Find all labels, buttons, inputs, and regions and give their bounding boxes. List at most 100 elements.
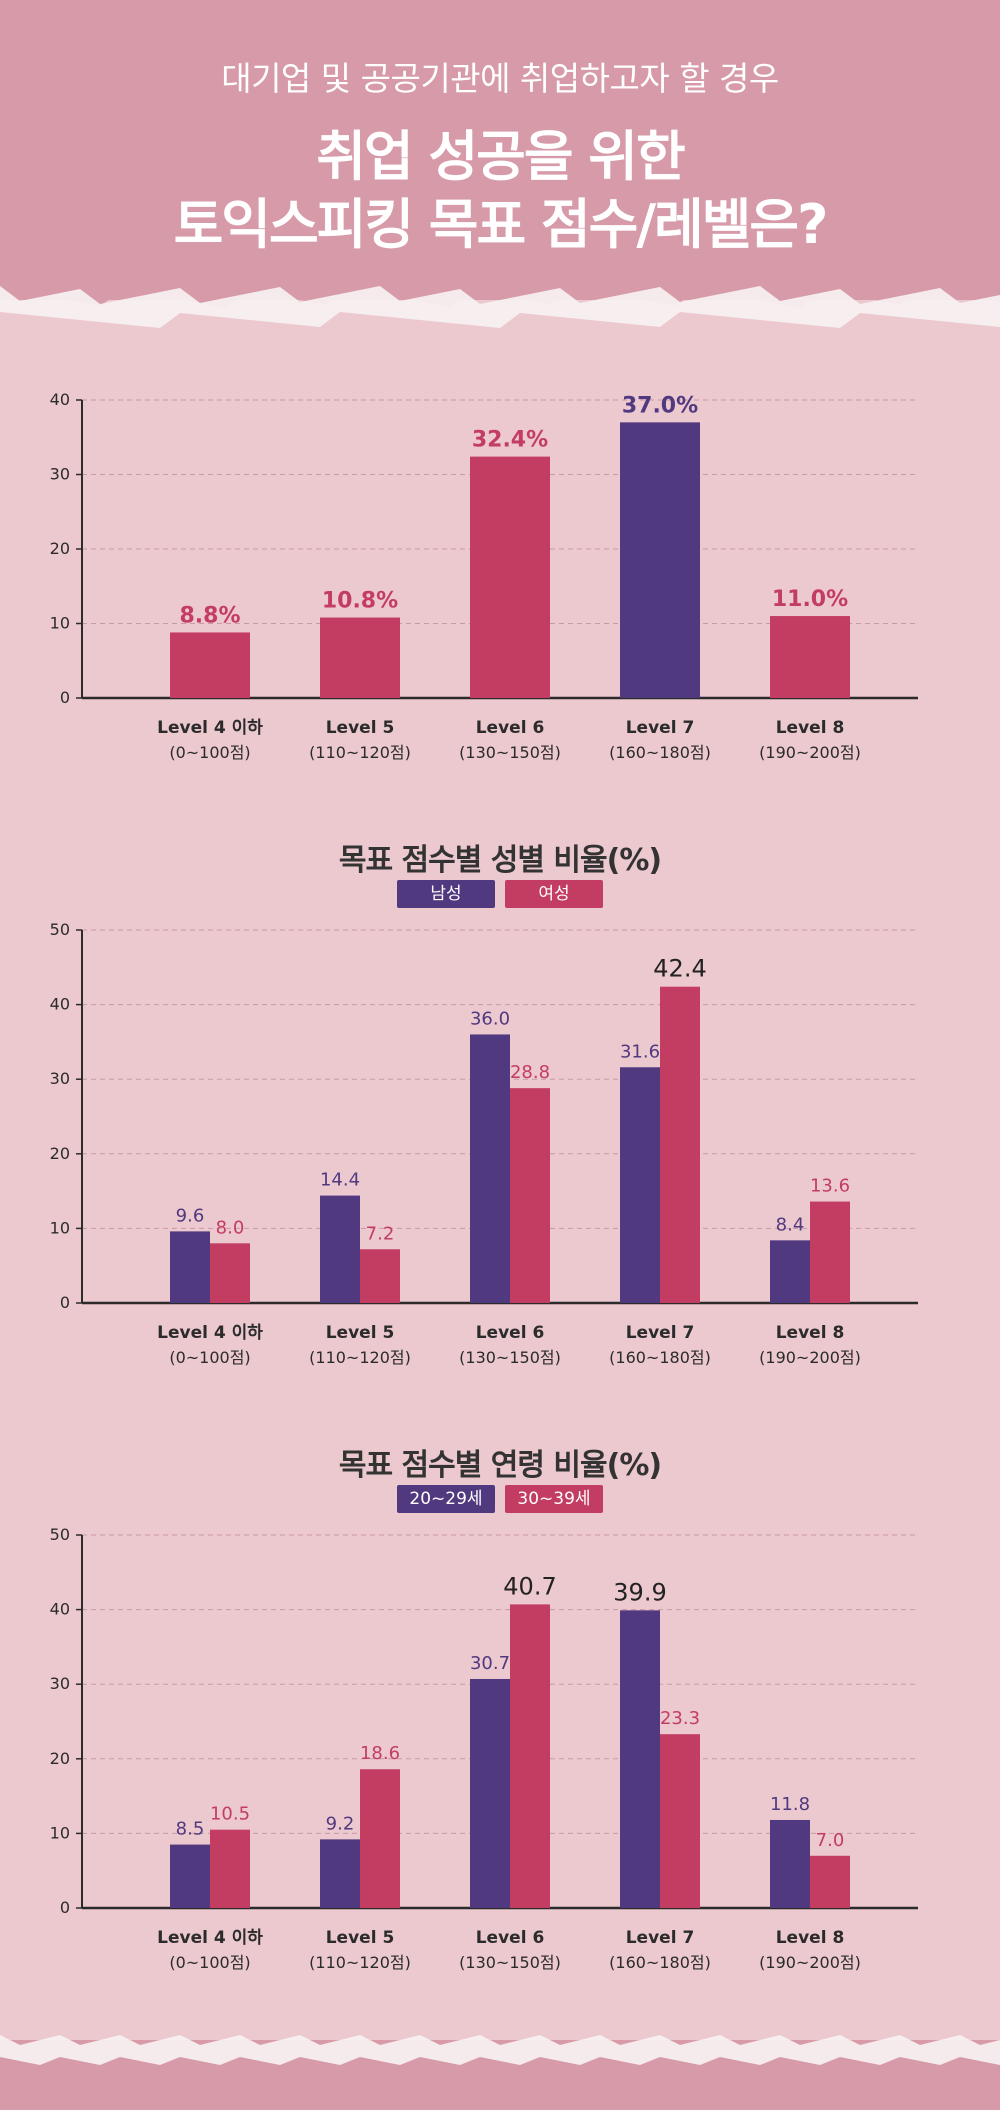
gender-chart-title: 목표 점수별 성별 비율(%) [338,843,662,878]
data-label: 13.6 [810,1176,850,1197]
y-tick-label: 10 [50,1218,70,1237]
x-category-label: Level 4 이하 [157,1323,263,1343]
data-label: 10.8% [322,589,398,614]
bar [470,456,550,698]
torn-edge-header [0,272,1000,308]
bar [320,1839,360,1908]
y-tick-label: 20 [50,1749,70,1768]
bar [210,1829,250,1908]
x-category-label: Level 7 [626,1323,695,1343]
data-label: 28.8 [510,1062,550,1083]
bar [810,1855,850,1908]
bar [620,1067,660,1303]
y-tick-label: 50 [50,1525,70,1544]
y-tick-label: 40 [50,390,70,409]
y-tick-label: 30 [50,1069,70,1088]
x-category-label: Level 5 [326,1928,395,1948]
torn-paper-bottom [0,2035,1000,2065]
gender-bar-chart: 0 10 20 30 40 50 9.6 14.4 36.0 31.6 8.4 8.0 7.2 28.8 4… [50,920,918,1367]
header-title-line2: 토익스피킹 목표 점수/레벨은? [173,193,829,256]
y-tick-label: 50 [50,920,70,939]
x-category-range: (130~150점) [459,1348,561,1367]
data-label: 40.7 [503,1572,556,1600]
x-category-label: Level 5 [326,718,395,738]
x-category-range: (160~180점) [609,1348,711,1367]
x-category-range: (160~180점) [609,743,711,762]
header-banner: 대기업 및 공공기관에 취업하고자 할 경우 취업 성공을 위한 토익스피킹 목… [0,0,1000,300]
bar [470,1678,510,1908]
age-chart-title: 목표 점수별 연령 비율(%) [338,1448,662,1483]
bar [770,616,850,698]
x-category-range: (190~200점) [759,1953,861,1972]
x-category-range: (190~200점) [759,1348,861,1367]
header-title-line1: 취업 성공을 위한 [316,125,685,188]
data-label: 8.5 [176,1819,205,1840]
y-tick-label: 0 [60,1898,70,1917]
x-category-label: Level 7 [626,718,695,738]
legend-female: 여성 [505,880,603,908]
torn-edge-footer [0,2035,1000,2065]
data-label: 23.3 [660,1708,700,1729]
bar [320,617,400,698]
bar [620,422,700,698]
bar [320,1195,360,1303]
x-category-range: (0~100점) [169,1348,250,1367]
torn-edge-paper [0,282,1000,328]
bar [170,1231,210,1303]
torn-paper-top [0,272,1000,328]
x-category-range: (160~180점) [609,1953,711,1972]
bar [770,1240,810,1303]
y-tick-label: 20 [50,539,70,558]
y-tick-label: 10 [50,1823,70,1842]
x-category-range: (110~120점) [309,1953,411,1972]
data-label: 39.9 [613,1578,666,1606]
header-subtitle: 대기업 및 공공기관에 취업하고자 할 경우 [221,59,779,98]
data-label: 8.0 [216,1217,245,1238]
bar [770,1819,810,1908]
bar [620,1610,660,1908]
data-label: 36.0 [470,1008,510,1029]
bar [510,1088,550,1303]
age-bar-chart: 0 10 20 30 40 50 8.5 9.2 30.7 39.9 11.8 10.5 18.6 40.… [50,1525,918,1972]
bar [360,1249,400,1303]
data-label: 42.4 [653,955,706,983]
bar [660,986,700,1303]
x-category-label: Level 5 [326,1323,395,1343]
data-label: 11.8 [770,1794,810,1815]
y-tick-label: 30 [50,465,70,484]
legend-age-30s: 30~39세 [505,1485,603,1513]
x-category-range: (130~150점) [459,1953,561,1972]
bar [660,1734,700,1908]
data-label: 31.6 [620,1041,660,1062]
legend-age-20s: 20~29세 [397,1485,495,1513]
data-label: 9.2 [326,1813,355,1834]
y-tick-label: 30 [50,1674,70,1693]
gender-legend: 남성 여성 [0,880,1000,908]
age-legend: 20~29세 30~39세 [0,1485,1000,1513]
y-tick-label: 0 [60,688,70,707]
data-label: 7.2 [366,1223,395,1244]
data-label: 30.7 [470,1653,510,1674]
data-label: 8.8% [179,603,240,628]
y-tick-label: 20 [50,1144,70,1163]
x-category-label: Level 8 [776,1323,845,1343]
bar [470,1034,510,1303]
x-category-label: Level 4 이하 [157,718,263,738]
x-category-label: Level 8 [776,1928,845,1948]
bar [210,1243,250,1303]
x-category-label: Level 6 [476,718,545,738]
x-category-label: Level 7 [626,1928,695,1948]
data-label: 32.4% [472,428,548,453]
bar [170,632,250,698]
y-tick-label: 10 [50,614,70,633]
bar [360,1769,400,1908]
bar [510,1604,550,1908]
data-label: 14.4 [320,1170,360,1191]
x-category-range: (110~120점) [309,743,411,762]
x-category-label: Level 6 [476,1323,545,1343]
data-label: 8.4 [776,1214,805,1235]
x-category-label: Level 4 이하 [157,1928,263,1948]
overall-level-bar-chart: 0 10 20 30 40 8.8% 10.8% 32.4% 37.0% 11.0% Level 4… [50,390,918,762]
x-category-range: (0~100점) [169,743,250,762]
